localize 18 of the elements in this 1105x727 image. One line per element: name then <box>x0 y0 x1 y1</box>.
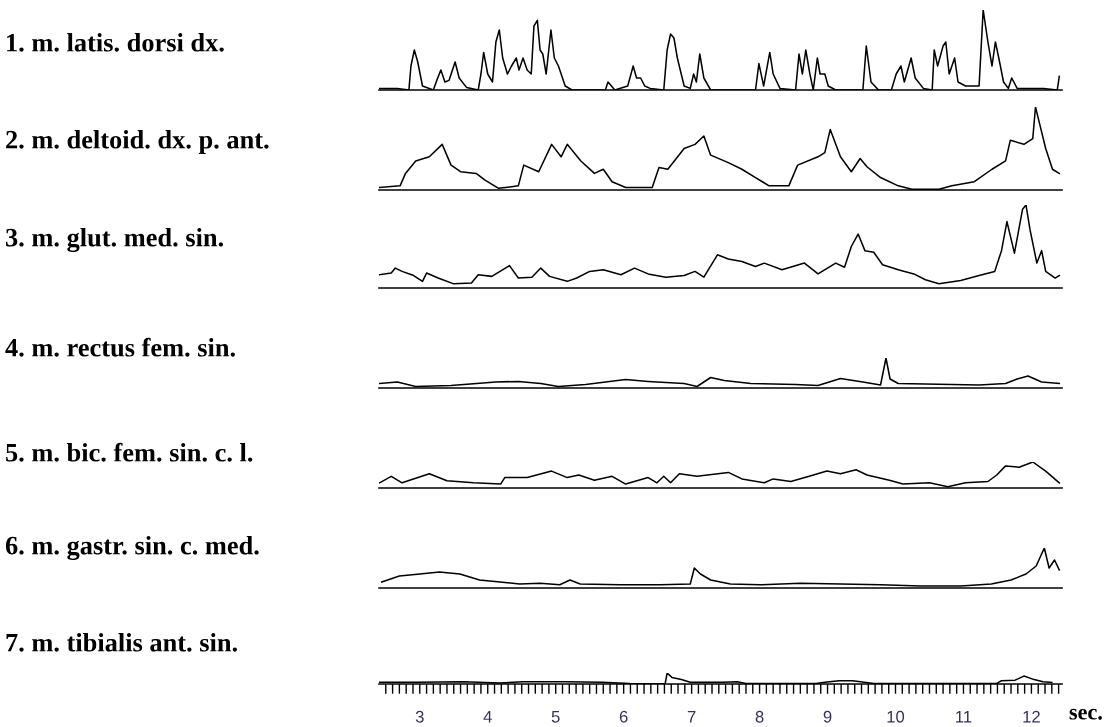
x-tick-label: 6 <box>619 710 628 723</box>
x-tick-label: 4 <box>483 711 492 723</box>
text: 1. m. latis. dorsi dx. <box>7 33 224 52</box>
text: 6. m. gastr. sin. c. med. <box>5 535 259 561</box>
x-tick-label: 5 <box>551 711 560 723</box>
x-tick-label: 12 <box>1023 710 1040 723</box>
text: 3. m. glut. med. sin. <box>5 227 224 253</box>
x-tick-label: 7 <box>687 711 696 723</box>
x-tick-label: 8 <box>755 710 764 723</box>
x-tick-label: 9 <box>823 710 832 723</box>
text: 7. m. tibialis ant. sin. <box>6 633 237 652</box>
text: 2. m. deltoid. dx. p. ant. <box>6 130 269 154</box>
text: 5. m. bic. fem. sin. c. l. <box>6 442 253 462</box>
x-tick-label: 3 <box>415 710 424 723</box>
x-tick-label: 10 <box>887 710 905 723</box>
x-axis-title: sec. <box>1069 708 1102 720</box>
text: 4. m. rectus fem. sin. <box>5 337 235 357</box>
x-tick-label: 11 <box>956 711 972 723</box>
